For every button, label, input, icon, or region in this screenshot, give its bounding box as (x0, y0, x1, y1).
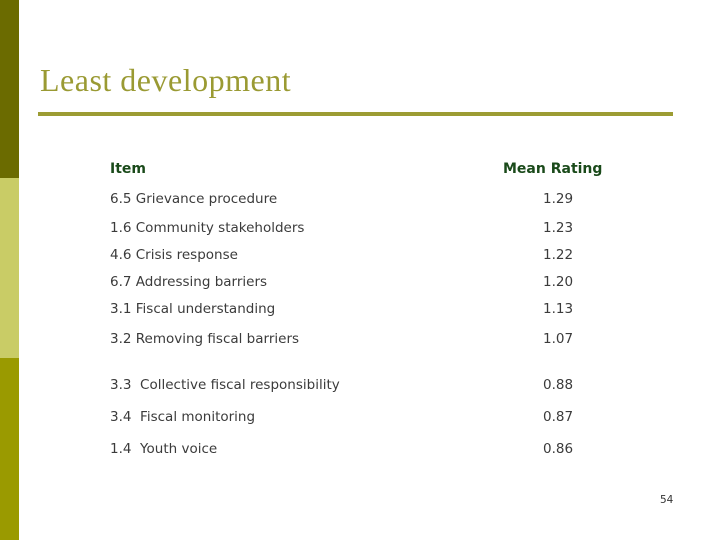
column-header-rating: Mean Rating (503, 161, 603, 177)
row-item-label: 3.2 Removing fiscal barriers (110, 331, 300, 347)
row-mean-rating: 1.07 (543, 331, 574, 347)
row-mean-rating: 1.23 (543, 220, 574, 236)
title-underline-rule (38, 112, 673, 116)
row-mean-rating: 1.29 (543, 191, 574, 207)
table-row: 6.7 Addressing barriers 1.20 (0, 274, 720, 294)
table-row: 3.3 Collective fiscal responsibility 0.8… (0, 377, 720, 397)
table-row: 3.2 Removing fiscal barriers 1.07 (0, 331, 720, 351)
table-row: 6.5 Grievance procedure 1.29 (0, 191, 720, 211)
table-row: 4.6 Crisis response 1.22 (0, 247, 720, 267)
row-item-label: 3.3 Collective fiscal responsibility (110, 377, 340, 393)
slide-page-number: 54 (660, 494, 674, 506)
row-mean-rating: 0.88 (543, 377, 574, 393)
accent-bar-top-segment (0, 0, 19, 178)
row-mean-rating: 1.20 (543, 274, 574, 290)
accent-bar-middle-segment (0, 178, 19, 358)
row-item-label: 3.1 Fiscal understanding (110, 301, 276, 317)
table-row: 1.6 Community stakeholders 1.23 (0, 220, 720, 240)
row-item-label: 6.5 Grievance procedure (110, 191, 278, 207)
row-mean-rating: 1.22 (543, 247, 574, 263)
table-row: 1.4 Youth voice 0.86 (0, 441, 720, 461)
row-item-label: 4.6 Crisis response (110, 247, 238, 263)
column-header-item: Item (110, 161, 146, 177)
row-mean-rating: 1.13 (543, 301, 574, 317)
accent-bar (0, 0, 19, 540)
accent-bar-bottom-segment (0, 358, 19, 540)
table-row: 3.1 Fiscal understanding 1.13 (0, 301, 720, 321)
row-item-label: 1.4 Youth voice (110, 441, 218, 457)
slide-title: Least development (40, 62, 292, 98)
row-mean-rating: 0.87 (543, 409, 574, 425)
row-item-label: 6.7 Addressing barriers (110, 274, 268, 290)
row-item-label: 1.6 Community stakeholders (110, 220, 305, 236)
row-mean-rating: 0.86 (543, 441, 574, 457)
table-row: 3.4 Fiscal monitoring 0.87 (0, 409, 720, 429)
row-item-label: 3.4 Fiscal monitoring (110, 409, 256, 425)
